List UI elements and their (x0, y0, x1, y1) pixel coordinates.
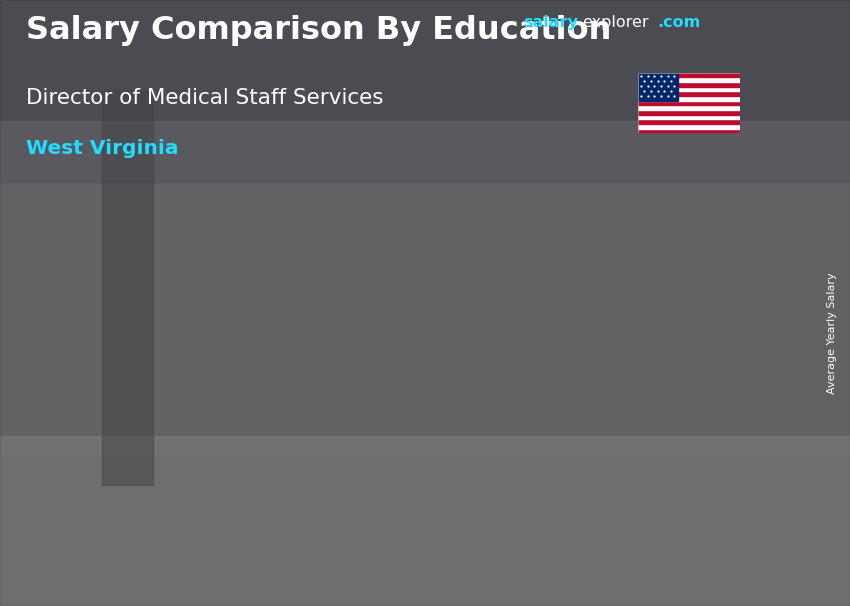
Text: West Virginia: West Virginia (26, 139, 178, 158)
Bar (638, 92, 740, 96)
Bar (0, 0, 850, 182)
Text: +45%: +45% (491, 118, 577, 144)
Text: .com: .com (657, 15, 700, 30)
Bar (638, 124, 740, 128)
Polygon shape (610, 234, 619, 533)
Bar (0, 121, 850, 454)
Bar (0, 436, 850, 606)
Text: salary: salary (523, 15, 578, 30)
Polygon shape (366, 328, 375, 533)
Polygon shape (610, 227, 720, 234)
Text: explorer: explorer (582, 15, 649, 30)
Text: +49%: +49% (247, 230, 333, 256)
Bar (638, 82, 740, 87)
Bar (638, 110, 740, 115)
Polygon shape (122, 395, 214, 533)
Text: PhD: PhD (649, 579, 680, 594)
Text: 162,000 USD: 162,000 USD (394, 281, 490, 296)
Text: Bachelor's: Bachelor's (137, 579, 217, 594)
Bar (638, 87, 740, 92)
Bar (638, 73, 740, 78)
Text: Average Yearly Salary: Average Yearly Salary (827, 273, 837, 394)
Bar (638, 73, 678, 101)
Bar (638, 128, 740, 133)
Polygon shape (610, 234, 703, 533)
Bar (638, 101, 740, 105)
Text: Master's: Master's (388, 579, 453, 594)
Polygon shape (459, 321, 476, 533)
Text: 109,000 USD: 109,000 USD (120, 348, 217, 363)
Bar (638, 115, 740, 119)
Bar (638, 119, 740, 124)
Polygon shape (122, 395, 131, 533)
Text: 236,000 USD: 236,000 USD (643, 198, 739, 213)
Polygon shape (122, 387, 232, 395)
Bar (102, 91, 153, 485)
Bar (638, 105, 740, 110)
Polygon shape (366, 328, 459, 533)
Text: Director of Medical Staff Services: Director of Medical Staff Services (26, 88, 383, 108)
Polygon shape (366, 321, 476, 328)
Polygon shape (214, 387, 232, 533)
Polygon shape (703, 227, 720, 533)
Text: Salary Comparison By Education: Salary Comparison By Education (26, 15, 611, 46)
Bar (638, 78, 740, 82)
Bar (638, 96, 740, 101)
